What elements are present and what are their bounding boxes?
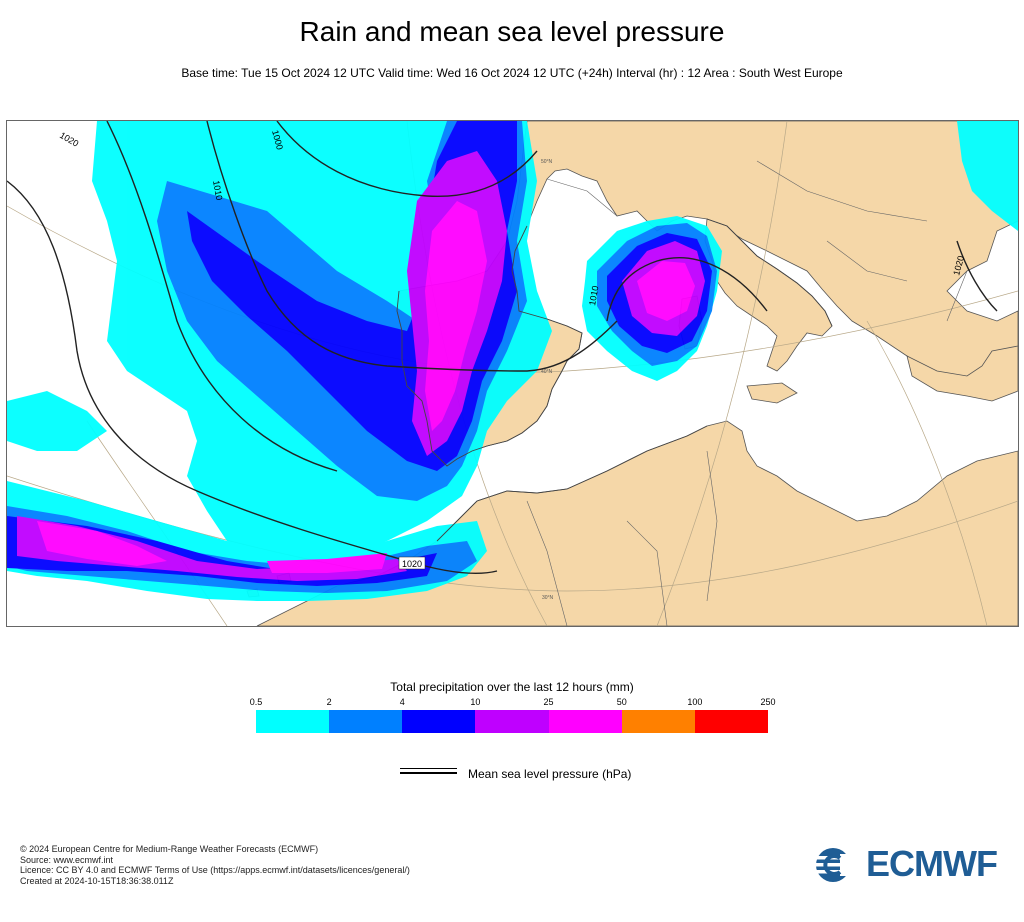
pressure-legend: Mean sea level pressure (hPa): [400, 767, 700, 787]
footer-licence: Licence: CC BY 4.0 and ECMWF Terms of Us…: [20, 865, 410, 876]
precip-legend-title: Total precipitation over the last 12 hou…: [390, 680, 634, 694]
precip-legend-tick: 50: [616, 697, 627, 707]
precip-legend-swatch: [694, 710, 768, 733]
precip-legend-tick: 4: [399, 697, 405, 707]
ecmwf-logo: ECMWF: [814, 843, 1006, 884]
precip-legend-ticks: 0.5 2 4 10 25 50 100 250: [250, 697, 776, 709]
country-borders: [526, 160, 968, 626]
precip-legend-swatch: [402, 710, 476, 733]
precip-legend-tick: 10: [470, 697, 481, 707]
land-sicily: [746, 382, 798, 404]
footer-source: Source: www.ecmwf.int: [20, 854, 114, 865]
precip-legend-tick: 2: [326, 697, 332, 707]
footer: © 2024 European Centre for Medium-Range …: [20, 844, 410, 886]
ecmwf-logo-text: ECMWF: [866, 843, 998, 884]
footer-created: Created at 2024-10-15T18:36:38.011Z: [20, 875, 174, 886]
pressure-legend-line: [400, 768, 457, 774]
isobar-label-1010-north: 1010: [211, 180, 224, 201]
isobar-label-1010-france: 1010: [587, 285, 600, 306]
precip-legend-swatch: [256, 710, 330, 733]
precip-legend-swatch: [621, 710, 695, 733]
precip-light-patch-west: [7, 391, 107, 451]
precip-magenta-core-north: [425, 201, 487, 431]
precipitation-shading: [7, 121, 1018, 601]
graticule-label-40n: 40°N: [541, 369, 553, 375]
pressure-legend-label: Mean sea level pressure (hPa): [468, 767, 632, 781]
precip-magenta-core-atlantic: [37, 521, 387, 573]
ecmwf-logo-icon: [814, 848, 862, 882]
graticule-label-30n: 30°N: [542, 595, 554, 601]
precip-legend-swatch: [475, 710, 549, 733]
precip-legend-tick: 100: [687, 697, 703, 707]
precip-legend-tick: 0.5: [249, 697, 263, 707]
isobar-label-1020-atlantic: 1020: [402, 559, 422, 569]
land-greece: [906, 345, 1018, 402]
chart-subtitle: Base time: Tue 15 Oct 2024 12 UTC Valid …: [181, 66, 843, 80]
precip-legend-colorbar: [256, 710, 768, 733]
precip-violet-core-atlantic: [17, 516, 407, 581]
precip-light-cell-ne: [957, 121, 1018, 231]
precip-magenta-core-italy: [637, 261, 695, 321]
graticule-labels: 40°N 30°N 50°N: [541, 159, 554, 601]
footer-copyright: © 2024 European Centre for Medium-Range …: [20, 844, 319, 854]
precip-legend-tick: 25: [543, 697, 554, 707]
precip-legend-swatch: [548, 710, 622, 733]
precip-heavy-band-atlantic: [7, 516, 437, 586]
precip-legend-tick: 250: [760, 697, 776, 707]
graticule-label-50n: 50°N: [541, 159, 553, 165]
precip-legend-swatch: [329, 710, 403, 733]
coastlines: [396, 218, 833, 542]
forecast-map: 1020 1010 1000 1010 1020 1020 40°N 30°N …: [6, 120, 1019, 627]
chart-title: Rain and mean sea level pressure: [299, 16, 725, 47]
